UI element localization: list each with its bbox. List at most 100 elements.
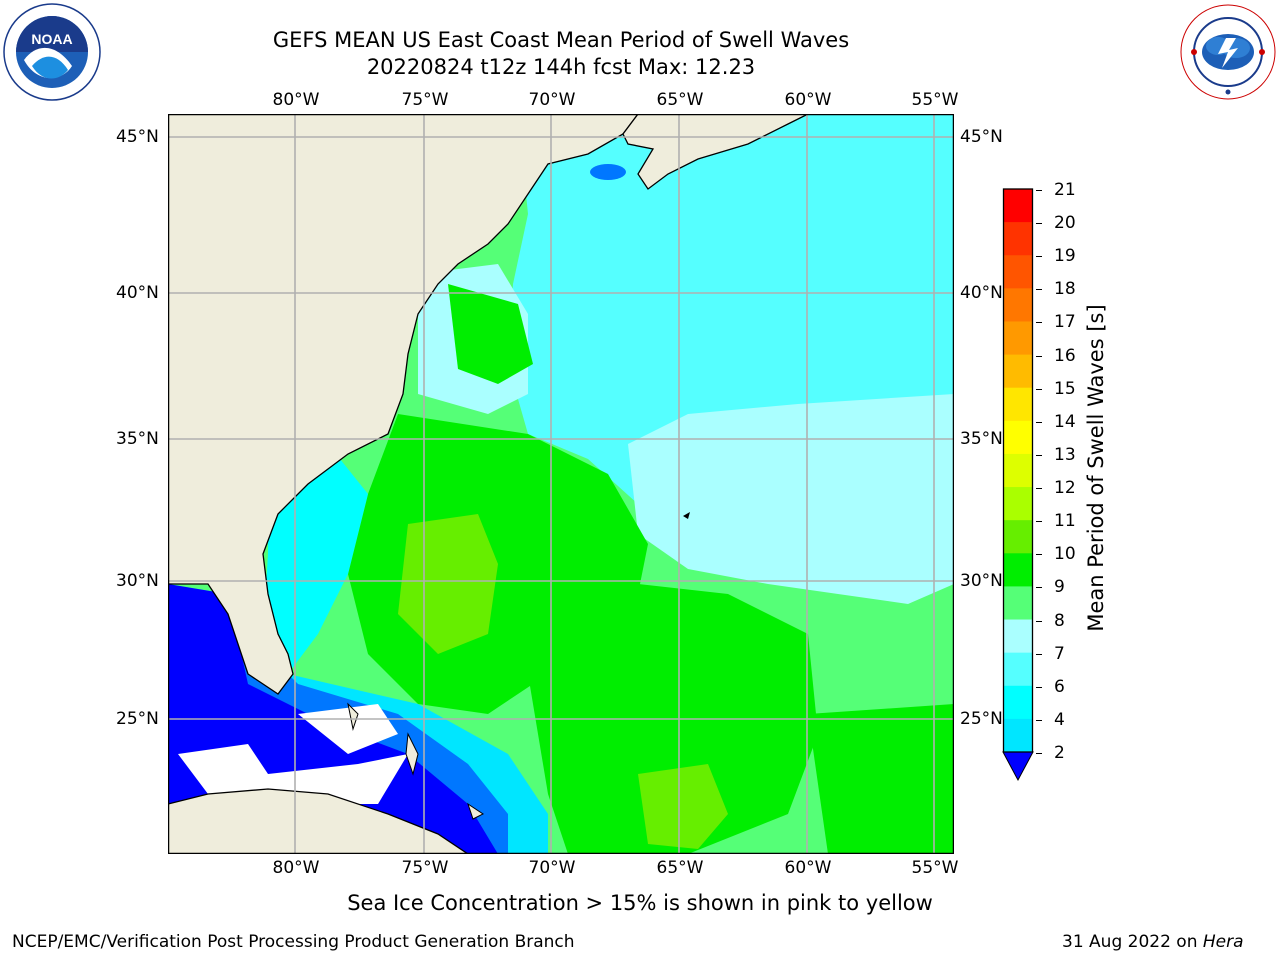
lat-label-left: 35°N (116, 429, 159, 449)
colorbar-tick-label: 6 (1054, 676, 1065, 697)
no-data-region-2 (298, 704, 398, 754)
colorbar-tick-mark (1036, 753, 1042, 754)
bahamas-island-2 (405, 732, 419, 776)
colorbar-tick-mark (1036, 256, 1042, 258)
footer-date-text: 31 Aug 2022 on (1062, 932, 1203, 952)
colorbar-cell (1003, 189, 1033, 223)
colorbar-tick-mark (1036, 686, 1042, 688)
lat-label-left: 25°N (116, 709, 159, 729)
colorbar-cell (1003, 255, 1033, 289)
colorbar-label: Mean Period of Swell Waves [s] (1084, 304, 1108, 632)
bahamas-island (347, 702, 359, 731)
colorbar-tick-label: 18 (1054, 279, 1076, 300)
colorbar-tick-label: 14 (1054, 411, 1076, 432)
lon-label-bottom: 75°W (401, 858, 449, 878)
colorbar-frame (1002, 188, 1034, 753)
lon-label-bottom: 80°W (272, 858, 320, 878)
swell-max-region (398, 514, 498, 654)
colorbar-tick-mark (1036, 289, 1042, 291)
colorbar-cell (1003, 288, 1033, 322)
nws-logo (1180, 4, 1276, 100)
colorbar-tick-label: 2 (1054, 743, 1065, 763)
lat-label-right: 40°N (960, 283, 1003, 303)
colorbar-tick-mark (1036, 653, 1042, 655)
colorbar-tick-label: 19 (1054, 246, 1076, 267)
gulf-of-maine-region (590, 164, 626, 180)
colorbar-tick-label: 21 (1054, 180, 1076, 200)
colorbar-tick-mark (1036, 322, 1042, 324)
noaa-logo-text: NOAA (31, 31, 72, 47)
us-east-coast-land (168, 114, 639, 695)
swell-10-11s-region-3 (528, 574, 818, 854)
footer-credit: NCEP/EMC/Verification Post Processing Pr… (12, 932, 575, 952)
map-frame (168, 114, 954, 854)
lon-label-bottom: 60°W (784, 858, 832, 878)
colorbar-cell (1003, 586, 1033, 621)
colorbar-cell (1003, 487, 1033, 521)
colorbar-tick-mark (1036, 190, 1042, 191)
lon-label-top: 75°W (401, 90, 449, 110)
no-data-region (178, 744, 408, 804)
lat-label-right: 35°N (960, 429, 1003, 449)
bermuda-island (683, 512, 690, 519)
colorbar-tick-label: 10 (1054, 544, 1076, 565)
colorbar-cell (1003, 652, 1033, 687)
colorbar-tick-label: 13 (1054, 444, 1076, 465)
colorbar-tick-label: 9 (1054, 577, 1065, 598)
colorbar-cell (1003, 354, 1033, 389)
colorbar-tick-label: 17 (1054, 312, 1076, 333)
map-subtitle: 20220824 t12z 144h fcst Max: 12.23 (366, 55, 756, 79)
colorbar-tick-label: 20 (1054, 213, 1076, 234)
lon-label-top: 70°W (528, 90, 576, 110)
map-plot (168, 114, 954, 854)
swell-8-9s-region (628, 394, 954, 604)
swell-max-region-2 (638, 764, 728, 849)
lat-label-left: 40°N (116, 283, 159, 303)
colorbar-cell (1003, 222, 1033, 256)
lon-label-top: 80°W (272, 90, 320, 110)
lon-label-top: 60°W (784, 90, 832, 110)
colorbar-cell (1003, 553, 1033, 587)
lat-label-right: 25°N (960, 709, 1003, 729)
colorbar-tick-label: 11 (1054, 511, 1076, 532)
colorbar-cell (1003, 520, 1033, 554)
colorbar (1002, 188, 1034, 782)
graticule (168, 114, 954, 854)
footer-date: 31 Aug 2022 on Hera (1062, 932, 1244, 952)
colorbar-tick-label: 7 (1054, 643, 1065, 664)
colorbar-tick-label: 15 (1054, 378, 1076, 399)
colorbar-tick-mark (1036, 488, 1042, 490)
lat-label-right: 45°N (960, 127, 1003, 147)
colorbar-cell (1003, 420, 1033, 455)
colorbar-tick-mark (1036, 719, 1042, 721)
colorbar-cell (1003, 387, 1033, 422)
colorbar-tick-mark (1036, 388, 1042, 390)
colorbar-tick-mark (1036, 554, 1042, 556)
footer-machine-name: Hera (1202, 932, 1244, 952)
lon-label-bottom: 65°W (656, 858, 704, 878)
swell-10-11s-region-4 (808, 704, 954, 854)
lon-label-top: 65°W (656, 90, 704, 110)
lon-label-top: 55°W (911, 90, 959, 110)
sea-ice-caption: Sea Ice Concentration > 15% is shown in … (347, 891, 933, 915)
cuba-land (168, 788, 470, 854)
colorbar-tick-mark (1036, 521, 1042, 523)
lat-label-left: 45°N (116, 127, 159, 147)
colorbar-cell (1003, 321, 1033, 356)
maritimes-land (622, 114, 809, 190)
colorbar-tick-mark (1036, 454, 1042, 456)
colorbar-tick-label: 16 (1054, 345, 1076, 366)
noaa-logo: NOAA (3, 3, 101, 101)
colorbar-cell (1003, 718, 1033, 753)
bahamas-island-3 (467, 802, 484, 820)
colorbar-min-arrow (1002, 751, 1034, 782)
lat-label-left: 30°N (116, 571, 159, 591)
colorbar-cell (1003, 453, 1033, 488)
colorbar-cell (1003, 685, 1033, 720)
lat-label-right: 30°N (960, 571, 1003, 591)
swell-10-11s-region-2 (448, 284, 533, 384)
lon-label-bottom: 70°W (528, 858, 576, 878)
colorbar-tick-label: 8 (1054, 610, 1065, 631)
map-title: GEFS MEAN US East Coast Mean Period of S… (272, 28, 850, 52)
colorbar-tick-mark (1036, 421, 1042, 423)
